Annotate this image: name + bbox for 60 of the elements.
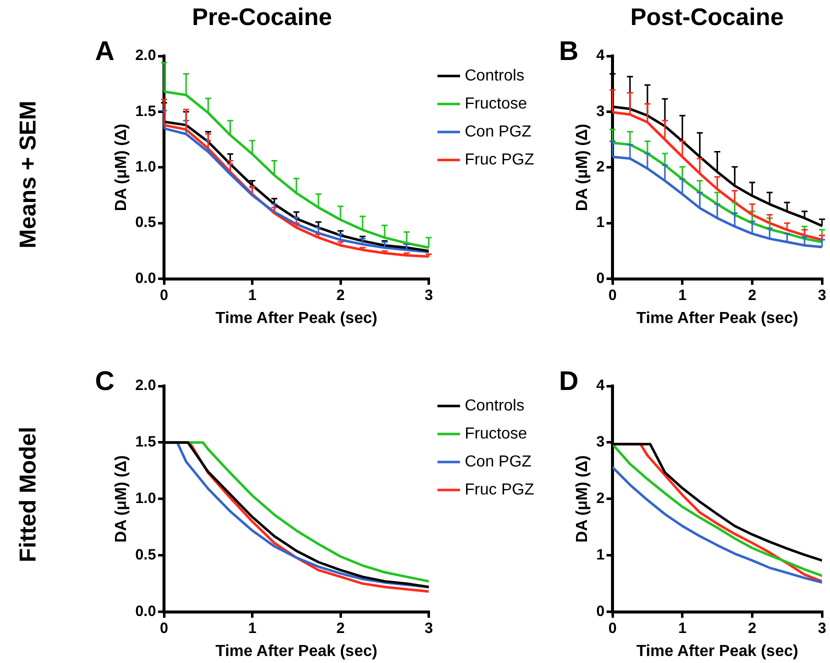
x-tick-label: 3 bbox=[818, 620, 826, 637]
y-axis-title: DA (μM) (Δ) bbox=[113, 455, 130, 543]
x-tick-label: 1 bbox=[678, 286, 687, 304]
x-tick-label: 2 bbox=[336, 620, 345, 637]
x-tick-label: 2 bbox=[336, 286, 345, 304]
y-tick-label: 3 bbox=[596, 434, 605, 451]
x-tick-label: 0 bbox=[160, 286, 168, 304]
legend-label: Fruc PGZ bbox=[464, 151, 534, 168]
y-tick-label: 1 bbox=[596, 214, 605, 232]
chart-title: Pre-Cocaine bbox=[190, 4, 334, 32]
text: C bbox=[95, 366, 114, 397]
x-tick-label: 2 bbox=[748, 286, 756, 304]
y-tick-label: 4 bbox=[596, 377, 606, 394]
legend-label: Con PGZ bbox=[464, 123, 532, 140]
y-tick-label: 0.5 bbox=[135, 546, 156, 564]
x-tick-label: 0 bbox=[160, 620, 168, 637]
legend-label: Con PGZ bbox=[464, 453, 532, 470]
x-axis-title: Time After Peak (sec) bbox=[636, 642, 798, 660]
x-tick-label: 1 bbox=[248, 620, 256, 637]
x-tick-label: 1 bbox=[248, 286, 256, 304]
x-tick-label: 0 bbox=[608, 620, 617, 637]
y-tick-label: 3 bbox=[596, 102, 605, 120]
text: B bbox=[559, 36, 578, 67]
x-axis-title: Time After Peak (sec) bbox=[215, 642, 378, 660]
x-axis-title: Time After Peak (sec) bbox=[636, 310, 798, 327]
y-tick-label: 1 bbox=[596, 546, 605, 564]
y-tick-label: 1.0 bbox=[135, 158, 156, 176]
text: Means + SEM bbox=[14, 100, 42, 250]
x-tick-label: 0 bbox=[608, 286, 617, 304]
x-tick-label: 2 bbox=[748, 620, 756, 637]
y-tick-label: 1.5 bbox=[135, 102, 156, 120]
y-tick-label: 1.5 bbox=[135, 434, 156, 451]
legend-label: Fruc PGZ bbox=[464, 481, 534, 498]
text: A bbox=[95, 36, 114, 67]
y-tick-label: 0 bbox=[596, 602, 605, 620]
y-tick-label: 4 bbox=[596, 47, 606, 64]
chart-title: Post-Cocaine bbox=[629, 4, 785, 32]
x-tick-label: 1 bbox=[678, 620, 687, 637]
y-tick-label: 2.0 bbox=[135, 47, 156, 64]
y-axis-title: DA (μM) (Δ) bbox=[574, 124, 592, 212]
text: D bbox=[559, 366, 578, 397]
text: Fitted Model bbox=[14, 426, 42, 564]
y-tick-label: 0 bbox=[596, 270, 605, 287]
legend-label: Fructose bbox=[464, 425, 528, 442]
x-tick-label: 3 bbox=[424, 286, 433, 304]
legend-label: Fructose bbox=[464, 95, 528, 112]
y-tick-label: 0.0 bbox=[135, 602, 156, 620]
x-tick-label: 3 bbox=[424, 620, 433, 637]
y-tick-label: 0.0 bbox=[135, 270, 156, 287]
y-axis-title: DA (μM) (Δ) bbox=[574, 455, 592, 543]
y-tick-label: 2 bbox=[596, 158, 605, 176]
x-tick-label: 3 bbox=[818, 286, 826, 304]
y-tick-label: 1.0 bbox=[135, 490, 156, 508]
y-tick-label: 0.5 bbox=[135, 214, 156, 232]
x-axis-title: Time After Peak (sec) bbox=[215, 310, 378, 327]
legend-label: Controls bbox=[464, 67, 524, 84]
y-tick-label: 2.0 bbox=[135, 377, 156, 394]
y-axis-title: DA (μM) (Δ) bbox=[113, 124, 130, 212]
legend-label: Controls bbox=[464, 397, 524, 414]
y-tick-label: 2 bbox=[596, 490, 605, 508]
